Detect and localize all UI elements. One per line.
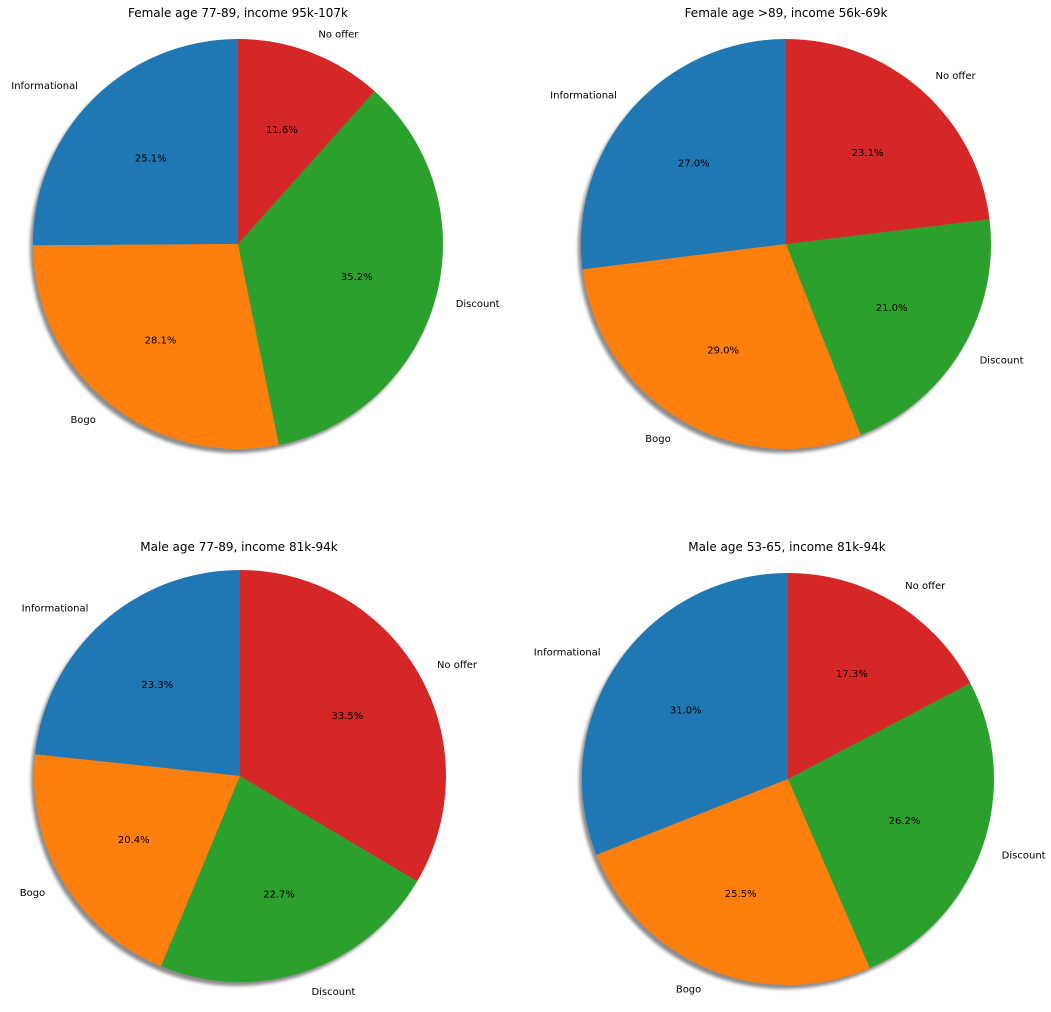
pie-chart-2: Female age >89, income 56k-69k 27.0% Info…	[550, 6, 1024, 453]
pie-slice-bogo	[34, 754, 241, 967]
pie-percent-label: 29.0%	[707, 346, 739, 357]
pie-category-label: No offer	[905, 581, 946, 592]
pie-category-label: Bogo	[70, 415, 95, 426]
pie-slice-informational	[581, 39, 786, 270]
pie-slice-discount	[786, 219, 991, 435]
pie-category-label: Discount	[1002, 850, 1046, 861]
pie-slice-discount	[238, 91, 443, 445]
pie-category-label: Informational	[550, 91, 617, 102]
pie-slice-informational	[582, 573, 788, 855]
pie-percent-label: 31.0%	[670, 706, 702, 717]
pie-category-label: Discount	[456, 299, 500, 310]
pie-chart-4: Male age 53-65, income 81k-94k 31.0% Info…	[534, 540, 1046, 995]
pie-category-label: No offer	[437, 660, 478, 671]
pie-slice-discount	[788, 683, 994, 969]
pie-slice-informational	[32, 39, 239, 246]
pie-percent-label: 35.2%	[341, 272, 373, 283]
pie-percent-label: 25.5%	[725, 889, 757, 900]
pie-category-label: No offer	[936, 71, 977, 82]
pie-slice-bogo	[582, 244, 861, 449]
pie-chart-3: Male age 77-89, income 81k-94k 23.3% Info…	[20, 540, 478, 998]
pie-slice-no-offer	[240, 570, 446, 882]
pie-category-label: Bogo	[676, 984, 701, 995]
pie-slice-discount	[161, 776, 418, 982]
pie-title: Male age 77-89, income 81k-94k	[140, 540, 337, 554]
pie-category-label: No offer	[318, 29, 359, 40]
pie-percent-label: 23.3%	[141, 680, 173, 691]
pie-percent-label: 17.3%	[836, 669, 868, 680]
pie-category-label: Bogo	[20, 888, 45, 899]
pie-slice-bogo	[33, 244, 279, 450]
pie-title: Female age 77-89, income 95k-107k	[128, 6, 348, 20]
pie-percent-label: 20.4%	[118, 835, 150, 846]
pie-title: Female age >89, income 56k-69k	[685, 6, 888, 20]
pie-percent-label: 23.1%	[852, 148, 884, 159]
pie-slice-no-offer	[788, 573, 971, 779]
pie-category-label: Discount	[311, 987, 355, 998]
pie-slice-informational	[35, 570, 240, 776]
pie-title: Male age 53-65, income 81k-94k	[688, 540, 885, 554]
pie-category-label: Informational	[11, 81, 78, 92]
pie-percent-label: 11.6%	[266, 125, 298, 136]
pie-percent-label: 27.0%	[678, 159, 710, 170]
pie-chart-1: Female age 77-89, income 95k-107k 25.1% I…	[11, 6, 500, 453]
pie-percent-label: 33.5%	[332, 711, 364, 722]
pie-category-label: Informational	[22, 604, 89, 615]
pie-slice-no-offer	[238, 39, 375, 244]
pie-slice-bogo	[596, 779, 870, 985]
pie-percent-label: 28.1%	[145, 336, 177, 347]
pie-category-label: Informational	[534, 648, 601, 659]
pie-percent-label: 26.2%	[889, 816, 921, 827]
pie-category-label: Bogo	[645, 434, 670, 445]
pie-slice-no-offer	[786, 39, 990, 244]
pie-category-label: Discount	[980, 356, 1024, 367]
pie-percent-label: 22.7%	[263, 889, 295, 900]
pie-percent-label: 25.1%	[135, 153, 167, 164]
pie-percent-label: 21.0%	[876, 303, 908, 314]
